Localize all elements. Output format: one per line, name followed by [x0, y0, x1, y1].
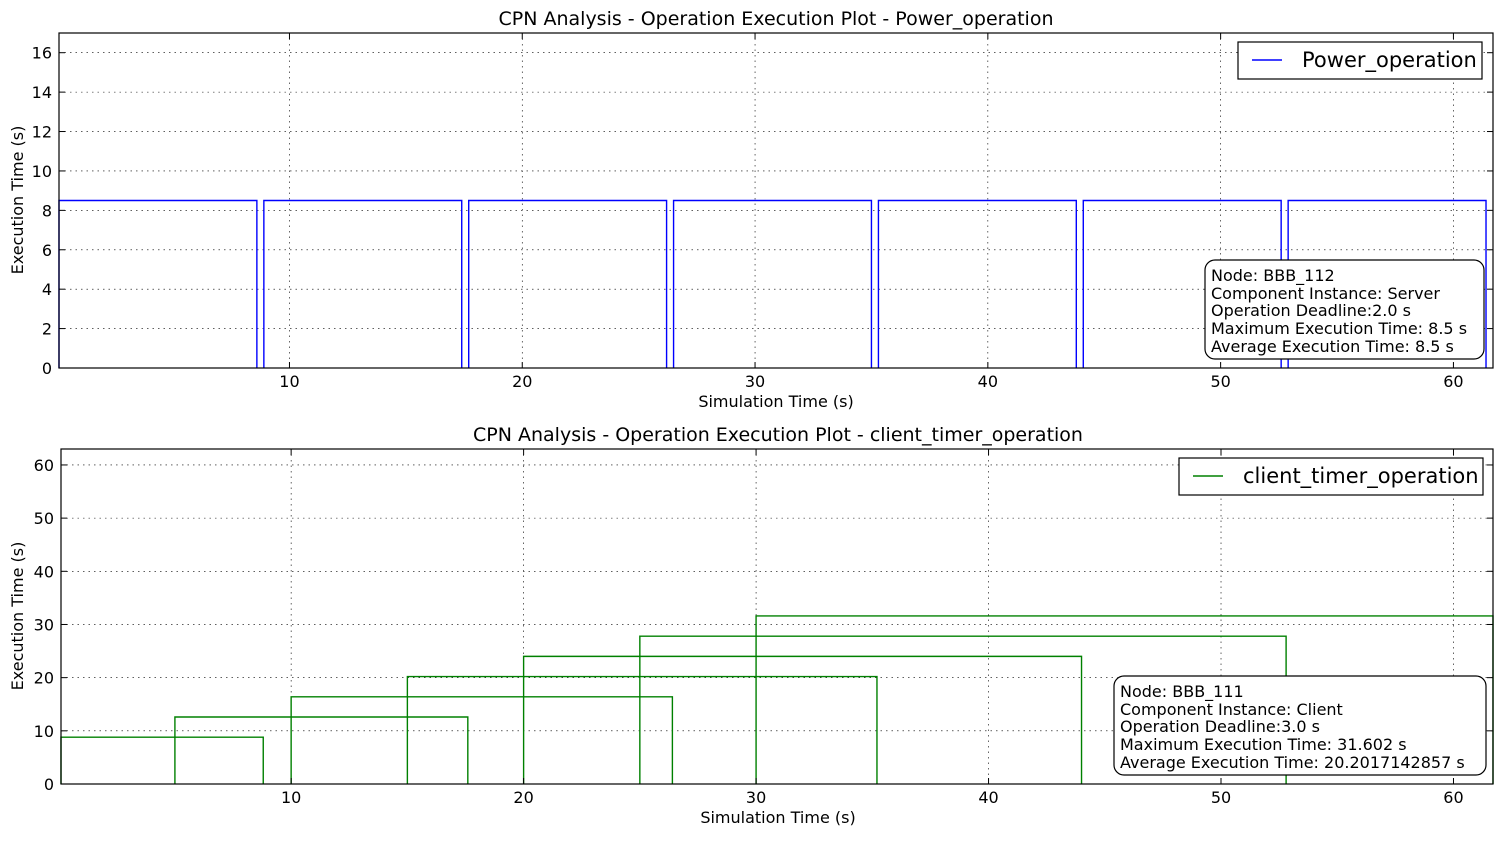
y-tick-label: 50	[34, 509, 54, 528]
y-tick-label: 16	[32, 44, 52, 63]
info-node: Node: BBB_112	[1211, 266, 1335, 286]
y-tick-label: 30	[34, 615, 54, 634]
execution-box-client-timer-operation	[290, 696, 674, 784]
legend: Power_operation	[1237, 41, 1483, 80]
plot-frame	[60, 448, 1494, 785]
y-tick-label: 20	[34, 669, 54, 688]
x-tick-label: 10	[279, 372, 299, 391]
y-tick-label: 40	[34, 562, 54, 581]
x-tick-label: 40	[978, 788, 998, 807]
execution-box-client-timer-operation	[406, 675, 878, 784]
y-tick-label: 10	[32, 162, 52, 181]
x-tick-label: 20	[513, 788, 533, 807]
info-component-instance: Component Instance: Server	[1211, 284, 1440, 303]
x-tick-label: 10	[281, 788, 301, 807]
chart-title: CPN Analysis - Operation Execution Plot …	[499, 8, 1054, 30]
legend-entry-power-operation: Power_operation	[1302, 48, 1477, 73]
execution-box-client-timer-operation	[174, 716, 469, 784]
info-avg-execution: Average Execution Time: 20.2017142857 s	[1120, 753, 1465, 772]
y-axis-label: Execution Time (s)	[8, 542, 27, 691]
info-component-instance: Component Instance: Client	[1120, 700, 1343, 719]
execution-box-client-timer-operation	[60, 736, 264, 784]
info-operation-deadline: Operation Deadline:3.0 s	[1120, 717, 1320, 736]
y-tick-label: 10	[34, 722, 54, 741]
y-tick-label: 60	[34, 456, 54, 475]
x-tick-label: 20	[512, 372, 532, 391]
x-tick-label: 50	[1210, 372, 1230, 391]
chart-power-operation: CPN Analysis - Operation Execution Plot …	[8, 8, 1494, 411]
info-operation-deadline: Operation Deadline:2.0 s	[1211, 301, 1411, 320]
x-tick-label: 40	[978, 372, 998, 391]
x-axis-label: Simulation Time (s)	[700, 808, 855, 827]
x-tick-label: 60	[1443, 788, 1463, 807]
y-tick-label: 0	[42, 359, 52, 378]
x-axis-label: Simulation Time (s)	[698, 392, 853, 411]
chart-title: CPN Analysis - Operation Execution Plot …	[473, 424, 1083, 446]
legend: client_timer_operation	[1178, 457, 1484, 496]
y-tick-label: 6	[42, 241, 52, 260]
x-tick-label: 30	[745, 372, 765, 391]
x-tick-label: 30	[746, 788, 766, 807]
y-axis-label: Execution Time (s)	[8, 126, 27, 275]
x-tick-label: 50	[1211, 788, 1231, 807]
chart-client-timer-operation: CPN Analysis - Operation Execution Plot …	[8, 424, 1494, 827]
legend-entry-client-timer-operation: client_timer_operation	[1243, 464, 1479, 489]
info-box: Node: BBB_111 Component Instance: Client…	[1113, 675, 1487, 776]
y-tick-label: 12	[32, 123, 52, 142]
info-max-execution: Maximum Execution Time: 31.602 s	[1120, 735, 1407, 754]
plot-frame	[58, 32, 1494, 369]
series-line-power-operation	[58, 199, 1487, 368]
info-max-execution: Maximum Execution Time: 8.5 s	[1211, 319, 1467, 338]
y-tick-label: 4	[42, 280, 52, 299]
y-tick-label: 2	[42, 320, 52, 339]
x-tick-label: 60	[1443, 372, 1463, 391]
y-tick-label: 0	[44, 775, 54, 794]
y-tick-label: 14	[32, 83, 52, 102]
info-node: Node: BBB_111	[1120, 682, 1244, 702]
y-tick-label: 8	[42, 201, 52, 220]
info-box: Node: BBB_112 Component Instance: Server…	[1204, 259, 1485, 360]
execution-box-client-timer-operation	[522, 655, 1083, 784]
info-avg-execution: Average Execution Time: 8.5 s	[1211, 337, 1454, 356]
